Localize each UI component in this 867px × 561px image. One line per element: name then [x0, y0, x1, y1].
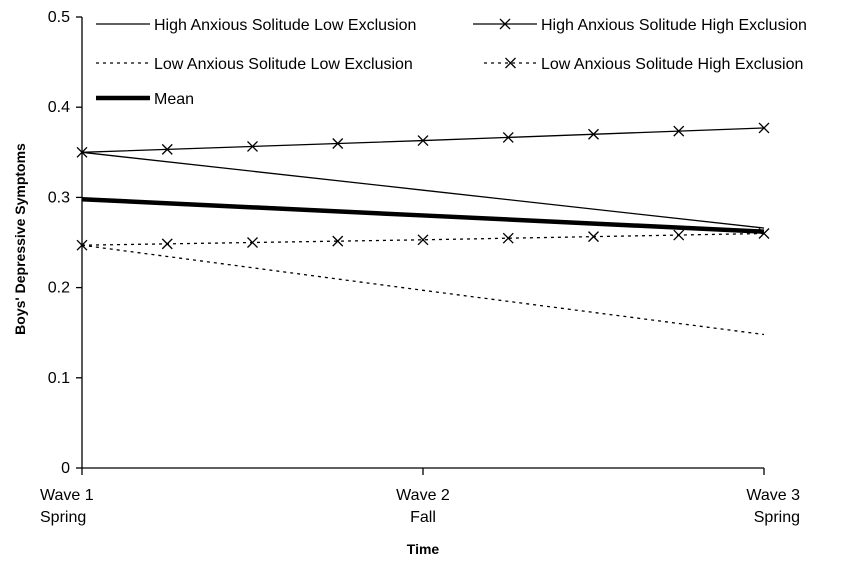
- legend-item: Mean: [96, 91, 194, 108]
- series-layer: [76, 122, 770, 336]
- x-marker: [161, 238, 173, 250]
- legend-label: High Anxious Solitude High Exclusion: [541, 17, 807, 34]
- x-marker: [417, 135, 429, 147]
- axes: 0 0.1 0.2 0.3 0.4 0.5 Wave 1 Spring Wave 2 Fall Wa…: [40, 9, 800, 526]
- legend-item: Low Anxious Solitude Low Exclusion: [96, 56, 413, 73]
- y-tick-label: 0.4: [48, 99, 70, 116]
- series-3: [76, 228, 770, 251]
- x-marker: [673, 125, 685, 137]
- legend-label: Low Anxious Solitude Low Exclusion: [154, 56, 413, 73]
- x-marker: [247, 237, 258, 248]
- y-tick-label: 0.5: [48, 9, 70, 26]
- x-marker: [502, 232, 514, 244]
- x-marker: [332, 235, 344, 247]
- x-tick-label: Wave 3: [746, 487, 800, 504]
- x-axis-title: Time: [407, 541, 440, 557]
- series-1: [76, 122, 770, 158]
- series-line: [81, 196, 765, 234]
- series-0: [81, 151, 765, 229]
- legend-item: High Anxious Solitude High Exclusion: [473, 17, 807, 34]
- x-marker: [502, 131, 514, 143]
- y-tick-label: 0.3: [48, 189, 70, 206]
- x-marker: [417, 234, 429, 246]
- x-marker: [505, 57, 516, 69]
- y-tick-label: 0: [61, 460, 70, 477]
- y-axis-title: Boys' Depressive Symptoms: [12, 143, 28, 335]
- series-line: [81, 232, 765, 246]
- x-marker: [161, 143, 173, 155]
- x-marker: [76, 146, 88, 158]
- legend: High Anxious Solitude Low Exclusion High …: [96, 17, 807, 108]
- x-tick-label: Wave 2: [396, 487, 450, 504]
- x-marker: [588, 231, 599, 243]
- series-4: [81, 196, 765, 234]
- x-tick-label: Wave 1: [40, 487, 94, 504]
- x-marker: [758, 122, 770, 134]
- x-tick-label: Fall: [410, 509, 436, 526]
- x-marker: [76, 239, 88, 251]
- x-marker: [332, 138, 344, 149]
- x-marker: [247, 140, 258, 152]
- series-2: [81, 244, 765, 336]
- x-tick-label: Spring: [40, 509, 86, 526]
- legend-item: Low Anxious Solitude High Exclusion: [484, 56, 803, 73]
- x-marker: [588, 128, 599, 140]
- y-tick-label: 0.2: [48, 280, 70, 297]
- legend-item: High Anxious Solitude Low Exclusion: [96, 17, 416, 34]
- x-marker: [673, 229, 685, 241]
- series-line: [81, 151, 765, 229]
- x-marker: [499, 18, 511, 30]
- x-tick-label: Spring: [754, 509, 800, 526]
- legend-label: Low Anxious Solitude High Exclusion: [541, 56, 803, 73]
- legend-label: High Anxious Solitude Low Exclusion: [154, 17, 416, 34]
- series-line: [81, 244, 765, 336]
- legend-label: Mean: [154, 91, 194, 108]
- y-tick-label: 0.1: [48, 370, 70, 387]
